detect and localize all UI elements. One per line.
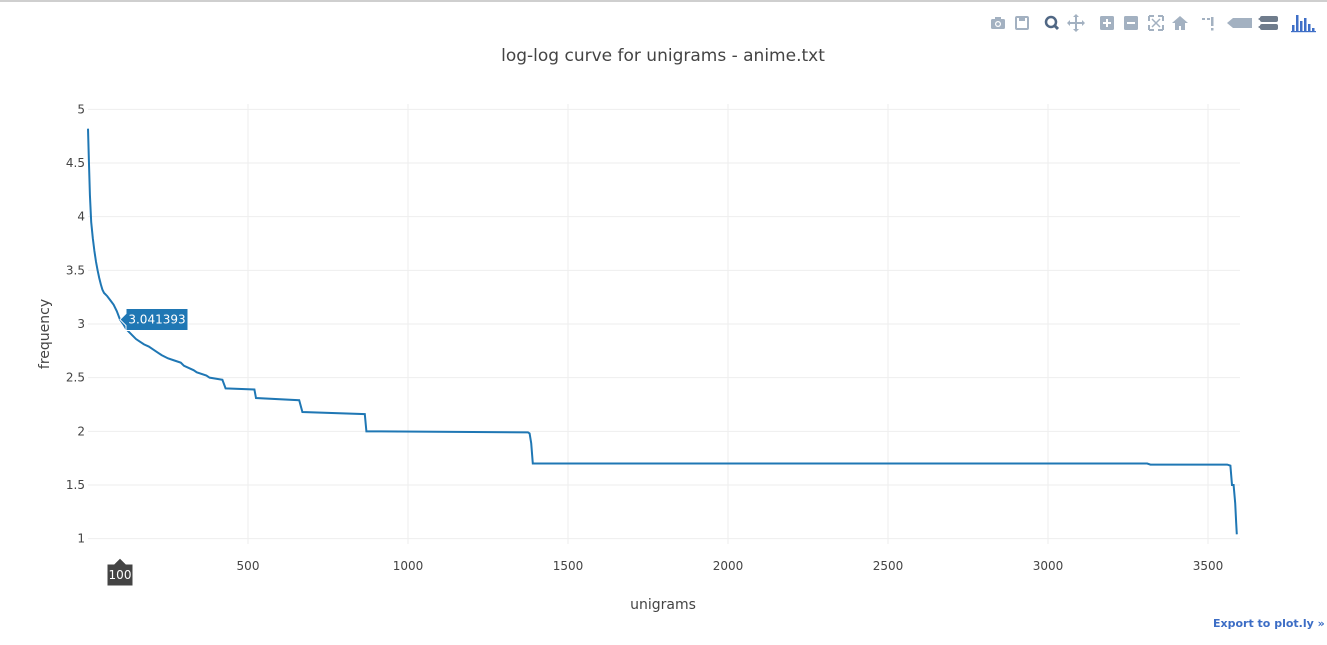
x-tick-label: 1000	[393, 559, 424, 573]
y-tick-label: 5	[77, 102, 85, 116]
x-tick-label: 3000	[1033, 559, 1064, 573]
hover-x-label-box	[106, 557, 134, 587]
y-tick-label: 3.5	[66, 263, 85, 277]
y-tick-label: 4.5	[66, 156, 85, 170]
pan-icon[interactable]	[1066, 12, 1086, 34]
x-tick-label: 1500	[553, 559, 584, 573]
zoom-out-icon[interactable]	[1121, 12, 1141, 34]
save-icon[interactable]	[1012, 12, 1032, 34]
home-icon[interactable]	[1170, 12, 1190, 34]
grid	[88, 104, 1240, 544]
zoom-icon[interactable]	[1042, 12, 1062, 34]
hover-compare-icon[interactable]	[1258, 12, 1280, 34]
y-tick-label: 1.5	[66, 478, 85, 492]
x-ticks: 500 1000 1500 2000 2500 3000 3500	[237, 559, 1224, 573]
top-border	[0, 0, 1327, 2]
x-tick-label: 3500	[1193, 559, 1224, 573]
modebar	[988, 12, 1318, 34]
hover-y-label: 3.041393	[128, 313, 185, 327]
y-tick-label: 3	[77, 317, 85, 331]
export-to-plotly-link[interactable]: Export to plot.ly »	[1213, 617, 1325, 630]
series-line[interactable]	[87, 128, 1238, 535]
hover-y-label-box	[119, 308, 189, 332]
y-axis-title: frequency	[37, 299, 53, 369]
hover-x-label: 100	[109, 568, 132, 582]
x-tick-label: 500	[237, 559, 260, 573]
series-group	[87, 128, 1238, 535]
chart-title: log-log curve for unigrams - anime.txt	[501, 46, 825, 66]
spike-lines-icon[interactable]	[1198, 12, 1218, 34]
x-tick-label: 2000	[713, 559, 744, 573]
y-tick-label: 2	[77, 424, 85, 438]
camera-icon[interactable]	[988, 12, 1008, 34]
autoscale-icon[interactable]	[1146, 12, 1166, 34]
y-ticks: 1 1.5 2 2.5 3 3.5 4 4.5 5	[66, 102, 85, 545]
y-tick-label: 1	[77, 532, 85, 546]
y-tick-label: 4	[77, 210, 85, 224]
x-tick-label: 2500	[873, 559, 904, 573]
x-axis-title: unigrams	[630, 597, 696, 613]
zoom-in-icon[interactable]	[1097, 12, 1117, 34]
hover-group: 3.041393 100	[106, 308, 189, 587]
hover-closest-icon[interactable]	[1226, 12, 1254, 34]
y-tick-label: 2.5	[66, 371, 85, 385]
plotly-logo-icon[interactable]	[1290, 12, 1316, 34]
